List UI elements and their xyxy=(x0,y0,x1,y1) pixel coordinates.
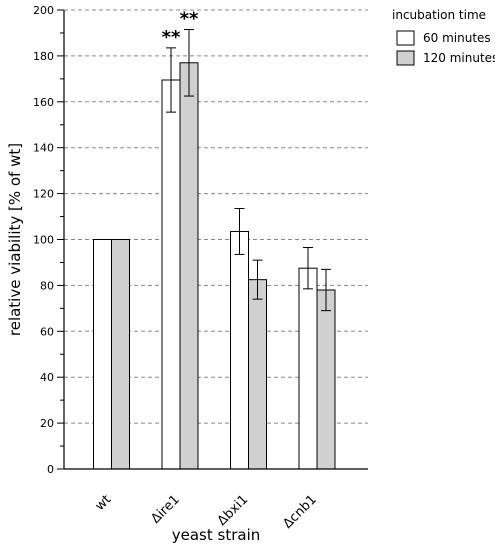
bar xyxy=(230,230,249,470)
bar xyxy=(248,279,267,470)
y-axis: 0 20 40 60 80 100 120 140 160 180 200 xyxy=(33,4,65,476)
y-tick-label: 140 xyxy=(33,142,54,155)
y-tick-label: 100 xyxy=(33,234,54,247)
y-tick-label: 20 xyxy=(40,417,54,430)
x-tick-label: wt xyxy=(93,492,115,514)
bar xyxy=(111,239,130,470)
x-tick-label: Δcnb1 xyxy=(280,492,319,531)
bar xyxy=(179,62,199,470)
y-tick-label: 120 xyxy=(33,188,54,201)
legend-swatch xyxy=(396,50,415,66)
x-axis-title: yeast strain xyxy=(172,526,261,544)
y-tick-label: 180 xyxy=(33,50,54,63)
y-tick-label: 160 xyxy=(33,96,54,109)
legend: incubation time 60 minutes 120 minutes xyxy=(392,8,495,66)
legend-label: 120 minutes xyxy=(423,51,495,65)
bars xyxy=(93,62,336,470)
legend-title: incubation time xyxy=(392,8,486,22)
bar xyxy=(93,239,112,470)
y-tick-label: 60 xyxy=(40,325,54,338)
legend-swatch xyxy=(396,30,415,46)
significance-marker: ** xyxy=(162,27,181,48)
x-tick-label: Δbxi1 xyxy=(215,492,252,529)
bar xyxy=(298,267,318,470)
x-tick-label: Δire1 xyxy=(148,492,183,527)
legend-label: 60 minutes xyxy=(423,31,491,45)
bar xyxy=(316,289,336,470)
x-axis: wt Δire1 Δbxi1 Δcnb1 xyxy=(64,468,368,532)
y-tick-label: 40 xyxy=(40,371,54,384)
bar xyxy=(161,79,181,470)
y-axis-title: relative viability [% of wt] xyxy=(6,143,24,336)
y-tick-label: 0 xyxy=(47,463,54,476)
y-tick-label: 80 xyxy=(40,279,54,292)
significance-marker: ** xyxy=(180,9,199,30)
y-tick-label: 200 xyxy=(33,4,54,17)
significance-annotations: **** xyxy=(162,9,199,48)
error-bars xyxy=(166,29,331,312)
